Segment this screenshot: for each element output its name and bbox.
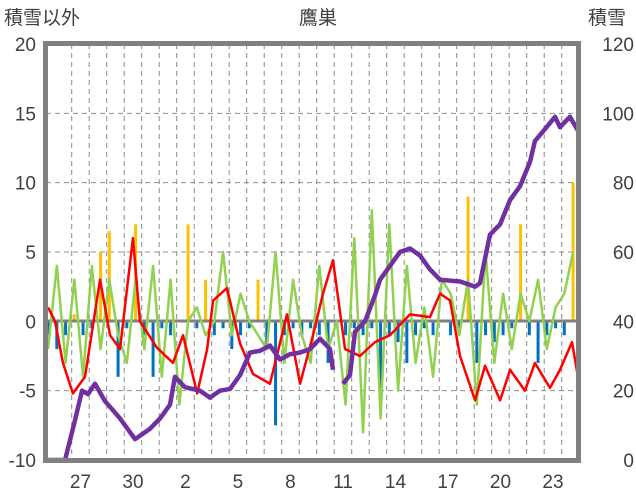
bar [107,231,111,322]
left-axis-title: 積雪以外 [4,7,80,29]
x-tick-label: 11 [333,472,353,493]
right-tick-label: 100 [602,104,634,125]
right-axis-title: 積雪 [588,7,626,29]
bar [239,321,243,336]
bar [204,279,208,322]
tick-labels: 20 15 10 5 0 -5 -10 120 100 80 60 40 20 0 27 30 2 5 8 11 14 1… [9,35,634,493]
bar [475,321,479,363]
bar [449,321,453,336]
red-series-line [46,236,580,402]
bar [64,321,68,336]
bar [379,321,383,391]
x-tick-label: 5 [233,472,244,493]
x-tick-label: 14 [385,472,407,493]
x-tick-label: 2 [180,472,191,493]
bar [431,321,435,336]
bar [457,321,461,329]
bar [125,321,129,329]
bar [195,321,199,329]
bar [361,321,365,336]
right-tick-label: 20 [613,382,634,403]
x-tick-label: 30 [122,472,143,493]
bar [492,321,496,343]
bar [370,321,374,329]
left-tick-label: -10 [9,451,36,472]
x-tick-label: 17 [437,472,458,493]
bar [510,321,514,329]
bar [484,321,488,336]
bar [81,321,85,336]
left-tick-label: -5 [19,382,36,403]
chart-title: 鷹巣 [299,7,337,29]
left-tick-label: 20 [15,35,36,56]
bar [247,321,251,329]
bar [536,321,540,363]
bar [116,321,120,377]
bar [405,321,409,363]
left-tick-label: 0 [25,312,36,333]
bar [212,321,216,336]
right-tick-label: 60 [613,243,634,264]
bar [309,321,313,329]
bar [414,321,418,336]
bar [554,321,558,329]
right-tick-label: 80 [613,174,634,195]
bar [387,321,391,336]
bar [186,224,190,322]
bar [274,321,278,426]
bar [562,321,566,336]
right-tick-label: 0 [623,451,634,472]
bar [352,321,356,329]
bar [466,196,470,322]
right-tick-label: 40 [613,312,634,333]
bar [46,321,50,336]
bar [545,321,549,336]
bar [221,321,225,329]
snow-depth-line [48,336,336,463]
bar [519,224,523,322]
left-tick-label: 15 [15,104,36,125]
bar [72,314,76,322]
left-tick-label: 10 [15,174,36,195]
bar [169,321,173,336]
bar [317,321,321,336]
bar [151,321,155,377]
bar [256,279,260,322]
x-tick-label: 8 [285,472,296,493]
x-tick-label: 20 [490,472,511,493]
bar [291,321,295,329]
left-tick-label: 5 [25,243,36,264]
right-tick-label: 120 [602,35,634,56]
bar [527,321,531,336]
snow-depth-line [341,114,580,386]
bar [160,321,164,329]
bar [396,321,400,343]
x-tick-label: 23 [542,472,563,493]
bar [501,321,505,336]
x-tick-label: 27 [70,472,91,493]
line-series [46,114,580,463]
bar [344,321,348,336]
bar [422,321,426,329]
plot-frame [43,41,581,463]
